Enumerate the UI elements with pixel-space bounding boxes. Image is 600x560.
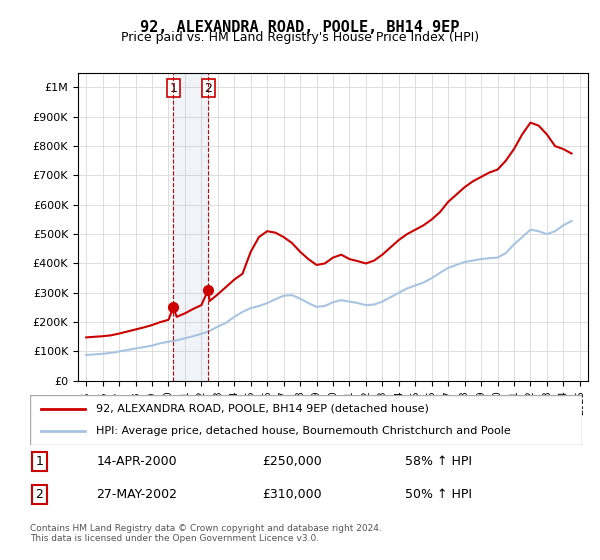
Text: 50% ↑ HPI: 50% ↑ HPI <box>406 488 472 501</box>
Text: Price paid vs. HM Land Registry's House Price Index (HPI): Price paid vs. HM Land Registry's House … <box>121 31 479 44</box>
Text: 1: 1 <box>35 455 43 468</box>
Text: £250,000: £250,000 <box>262 455 322 468</box>
Bar <box>173 73 208 381</box>
Text: Contains HM Land Registry data © Crown copyright and database right 2024.
This d: Contains HM Land Registry data © Crown c… <box>30 524 382 543</box>
Text: £310,000: £310,000 <box>262 488 322 501</box>
Text: 14-APR-2000: 14-APR-2000 <box>96 455 177 468</box>
Text: 27-MAY-2002: 27-MAY-2002 <box>96 488 177 501</box>
Text: 58% ↑ HPI: 58% ↑ HPI <box>406 455 472 468</box>
Text: 2: 2 <box>35 488 43 501</box>
Text: 92, ALEXANDRA ROAD, POOLE, BH14 9EP (detached house): 92, ALEXANDRA ROAD, POOLE, BH14 9EP (det… <box>96 404 429 414</box>
FancyBboxPatch shape <box>30 395 582 445</box>
Text: 2: 2 <box>204 82 212 95</box>
Text: HPI: Average price, detached house, Bournemouth Christchurch and Poole: HPI: Average price, detached house, Bour… <box>96 426 511 436</box>
Text: 1: 1 <box>169 82 177 95</box>
Text: 92, ALEXANDRA ROAD, POOLE, BH14 9EP: 92, ALEXANDRA ROAD, POOLE, BH14 9EP <box>140 20 460 35</box>
